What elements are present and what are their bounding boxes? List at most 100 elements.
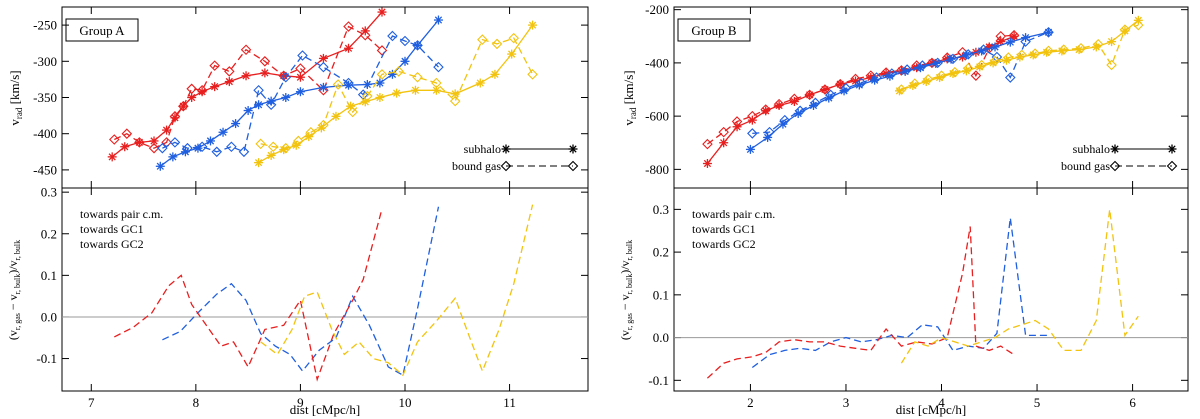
group-a-legend-gas-diamond-right [567,160,579,172]
subhalo-point [732,122,742,132]
subhalo-point [260,68,270,78]
bound-gas-point [932,57,943,69]
subhalo-point [193,143,203,153]
xtick-label: 7 [88,395,95,410]
bound-gas-point [196,84,208,96]
bound-gas-point [909,78,921,89]
bound-gas-point [295,63,306,74]
bound-gas-point [1016,49,1028,61]
subhalo-point [168,152,178,162]
bound-gas-point [186,83,197,95]
residual-line-towards-gc2 [900,209,1139,364]
bound-gas-point [1043,27,1054,38]
series-line-subhalo-gc1 [111,11,383,158]
group-a-top-frame [61,6,589,189]
group-a-legend-gas-diamond-left [500,160,512,172]
legend-diamond-marker [1109,160,1121,172]
subhalo-point [1107,37,1117,47]
series-line-bound-gas-pair [752,31,1049,135]
xtick-label: 5 [1034,395,1041,410]
subhalo-point [719,138,729,148]
top-ytick-label: -800 [645,162,669,177]
bound-gas-point [433,61,444,73]
group-a-top-ylabel: vrad [km/s] [7,70,24,125]
xtick-label: 8 [193,395,200,410]
subhalo-point [120,142,130,152]
group-a-bottom-ticks: -0.1 0.0 0.1 0.2 0.3 7 8 9 10 11 [36,185,588,410]
bound-gas-point [224,66,235,77]
group-b-top-series [702,15,1144,169]
subhalo-point [281,93,291,102]
bound-gas-point [810,97,821,109]
group-b-legend-pair: towards pair c.m. [692,207,775,221]
bound-gas-point [850,73,861,85]
subhalo-point [295,72,305,82]
bound-gas-point [896,65,907,76]
group-b-bottom-ylabel: (vr, gas − vr, bulk)/vr, bulk [618,240,634,340]
bound-gas-point [318,84,329,96]
group-a-legend-pair: towards pair c.m. [80,207,163,221]
bound-gas-point [280,142,292,154]
series-line-subhalo-gc2 [258,24,534,164]
group-a-legend-subhalo-star-left [501,144,511,154]
bound-gas-point [789,93,800,105]
bound-gas-point [901,64,913,75]
bound-gas-point [265,99,277,111]
bound-gas-point [718,126,729,138]
bound-gas-point [731,116,743,127]
top-ytick-label: -300 [33,54,57,69]
subhalo-point [392,88,402,98]
subhalo-point [400,56,410,66]
bound-gas-point [819,84,831,95]
group-b-bottom-series [706,209,1139,379]
bound-gas-point [978,44,989,55]
group-b-xlabel: dist [cMpc/h] [896,402,966,417]
group-a-bottom-legend: towards pair c.m. towards GC1 towards GC… [80,207,163,251]
bound-gas-point [169,111,181,122]
subhalo-point [410,85,420,95]
xtick-label: 4 [938,395,945,410]
group-a-top-legend: subhalo bound gas [452,142,579,173]
subhalo-point [205,136,215,146]
bound-gas-point [1133,19,1144,31]
bound-gas-point [1058,44,1070,55]
subhalo-point [375,93,385,102]
bound-gas-point [362,90,373,102]
group-a-top-ylabel-main: v [7,119,22,126]
group-a-title: Group A [79,23,125,38]
bound-gas-point [855,77,867,89]
subhalo-point [387,69,397,79]
top-ytick-label: -600 [645,109,669,124]
bound-gas-point [840,82,852,94]
bound-gas-point [989,55,1001,67]
subhalo-point [763,132,773,142]
group-b-title: Group B [691,23,736,38]
subhalo-point [433,15,443,25]
bound-gas-point [947,53,959,65]
legend-diamond-marker [1166,160,1178,172]
bottom-ytick-label: -0.1 [648,373,669,388]
subhalo-point [745,144,755,154]
series-line-bound-gas-gc1 [114,25,383,149]
group-a-bottom-series [114,204,534,382]
bound-gas-point [253,84,264,96]
series-line-bound-gas-gc1 [707,34,1015,145]
bound-gas-point [134,137,145,148]
group-b-bottom-frame [673,187,1189,392]
bound-gas-point [376,45,388,56]
bound-gas-point [226,141,237,153]
bound-gas-point [255,138,266,150]
subhalo-point [318,53,328,63]
bound-gas-point [1020,36,1031,47]
bound-gas-point [343,21,354,32]
bound-gas-point [764,126,775,138]
subhalo-point [107,152,117,162]
panel-group-b: Group B -800 -600 -400 -200 -0.1 0.0 0.1 0.2 0.… [618,2,1189,417]
bound-gas-point [211,146,223,158]
group-b-legend-gc1: towards GC1 [692,222,756,236]
bound-gas-point [240,44,252,55]
subhalo-point [224,77,234,87]
group-a-top-ylabel-unit: [km/s] [7,70,22,107]
subhalo-point [231,119,241,129]
bound-gas-point [169,137,181,148]
